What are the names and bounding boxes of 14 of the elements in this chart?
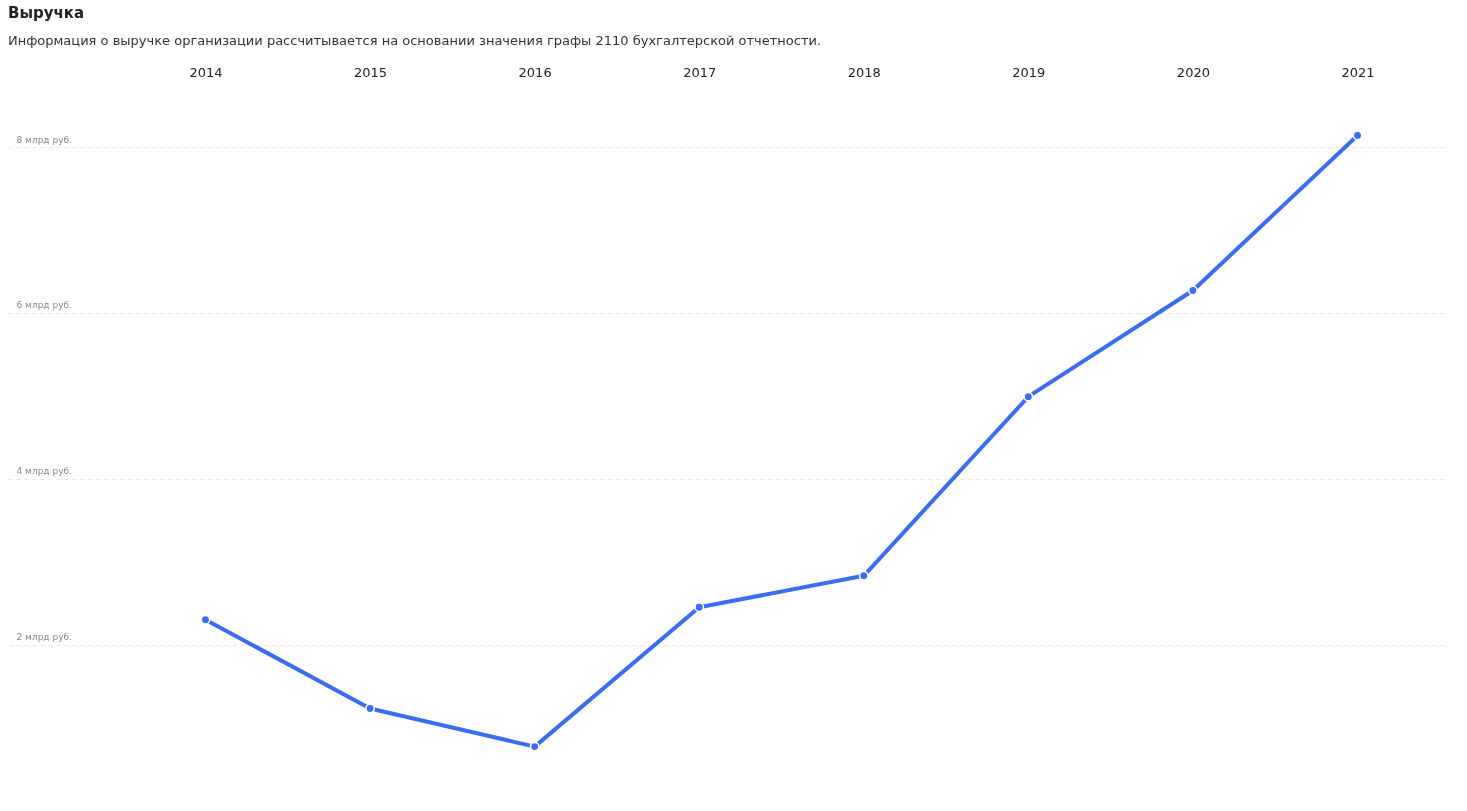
y-tick-label: 2 млрд руб. [16,632,72,643]
x-tick-label: 2014 [189,64,223,80]
x-tick-label: 2017 [683,64,717,80]
x-tick-label: 2015 [354,64,388,80]
x-tick-label: 2021 [1341,64,1375,80]
x-tick-label: 2018 [847,64,881,80]
y-tick-label: 4 млрд руб. [16,466,72,477]
chart-subtitle: Информация о выручке организации рассчитывается на основании значения графы 2110 бухгалтерской отчетности. [8,33,822,48]
y-tick-label: 8 млрд руб. [16,134,72,145]
x-tick-label: 2020 [1176,64,1210,80]
x-tick-label: 2019 [1012,64,1046,80]
chart-title: Выручка [8,4,85,22]
y-tick-label: 6 млрд руб. [16,300,72,311]
x-tick-label: 2016 [518,64,552,80]
